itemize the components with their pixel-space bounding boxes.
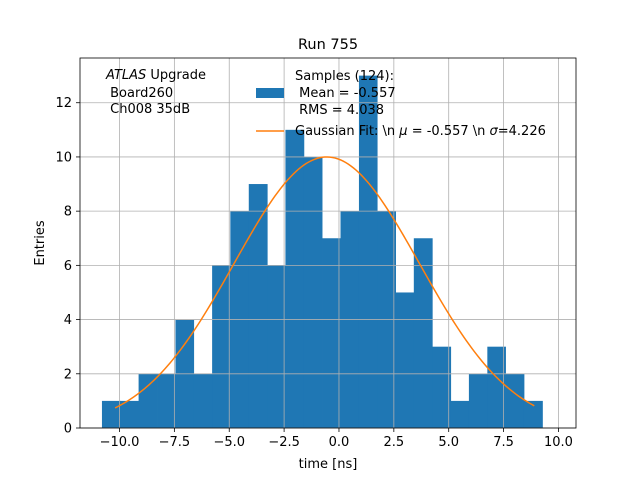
x-tick-label: 7.5	[493, 435, 514, 450]
histogram-bar	[413, 238, 433, 428]
histogram-bar	[303, 156, 323, 428]
x-tick-label: 10.0	[544, 435, 573, 450]
y-tick-label: 6	[64, 259, 72, 274]
histogram-bar	[267, 265, 286, 428]
legend-fit-label: Gaussian Fit: \n μ = -0.557 \n σ=4.226	[295, 124, 546, 139]
annotation-line-1: ATLAS Upgrade	[105, 68, 206, 83]
histogram-bar	[358, 75, 378, 428]
legend-fit-part-1: Gaussian Fit: \n	[295, 124, 399, 139]
legend-fit-part-3: = -0.557 \n	[408, 124, 490, 139]
legend-histogram-line-3: RMS = 4.038	[295, 103, 384, 118]
y-tick-label: 12	[55, 96, 72, 111]
legend-fit-sigma: σ	[490, 124, 499, 139]
histogram-bar	[248, 184, 268, 428]
y-tick-label: 8	[64, 205, 72, 220]
x-tick-label: −2.5	[268, 435, 300, 450]
x-tick-label: −10.0	[100, 435, 140, 450]
legend-histogram-patch	[256, 88, 284, 98]
histogram-bar	[450, 400, 470, 428]
legend-histogram-line-1: Samples (124):	[295, 69, 394, 84]
chart-title: Run 755	[298, 37, 358, 53]
histogram-bar	[395, 292, 415, 428]
y-tick-label: 10	[55, 150, 72, 165]
histogram-bar	[487, 346, 506, 428]
x-tick-label: −5.0	[213, 435, 245, 450]
gaussian-fit-curve	[114, 156, 535, 409]
y-tick-label: 4	[64, 313, 72, 328]
histogram-bar	[322, 238, 341, 428]
x-axis-ticks: −10.0 −7.5 −5.0 −2.5 0.0 2.5 5.0 7.5 10.0	[100, 428, 573, 450]
histogram-bar	[101, 400, 121, 428]
x-tick-label: 0.0	[329, 435, 350, 450]
annotation-atlas: ATLAS	[105, 68, 146, 83]
legend-fit-mu: μ	[398, 124, 407, 139]
legend-histogram-line-2: Mean = -0.557	[295, 86, 396, 101]
histogram-bar	[157, 373, 176, 428]
histogram-bar	[138, 373, 158, 428]
histogram-bar	[120, 400, 139, 428]
annotation-line-2: Board260	[106, 86, 173, 101]
annotation-line-3: Ch008 35dB	[106, 102, 190, 117]
histogram-bar	[212, 265, 231, 428]
histogram-bar	[432, 346, 452, 428]
histogram-bar	[285, 129, 305, 429]
y-axis-ticks: 0 2 4 6 8 10 12	[55, 96, 80, 437]
annotation-upgrade: Upgrade	[146, 68, 206, 83]
legend-fit-part-5: =4.226	[498, 124, 546, 139]
x-tick-label: 2.5	[383, 435, 404, 450]
y-tick-label: 2	[64, 367, 72, 382]
y-tick-label: 0	[64, 422, 72, 437]
y-axis-label: Entries	[33, 220, 48, 266]
histogram-bar	[193, 373, 213, 428]
x-axis-label: time [ns]	[299, 457, 358, 472]
legend: Samples (124): Mean = -0.557 RMS = 4.038…	[256, 69, 546, 139]
histogram-bar	[468, 373, 488, 428]
plot-frame	[79, 57, 577, 429]
histogram-bar	[523, 400, 543, 428]
histogram-bar	[505, 373, 525, 428]
x-tick-label: 5.0	[438, 435, 459, 450]
atlas-annotation: ATLAS Upgrade Board260 Ch008 35dB	[105, 68, 206, 117]
x-tick-label: −7.5	[159, 435, 191, 450]
